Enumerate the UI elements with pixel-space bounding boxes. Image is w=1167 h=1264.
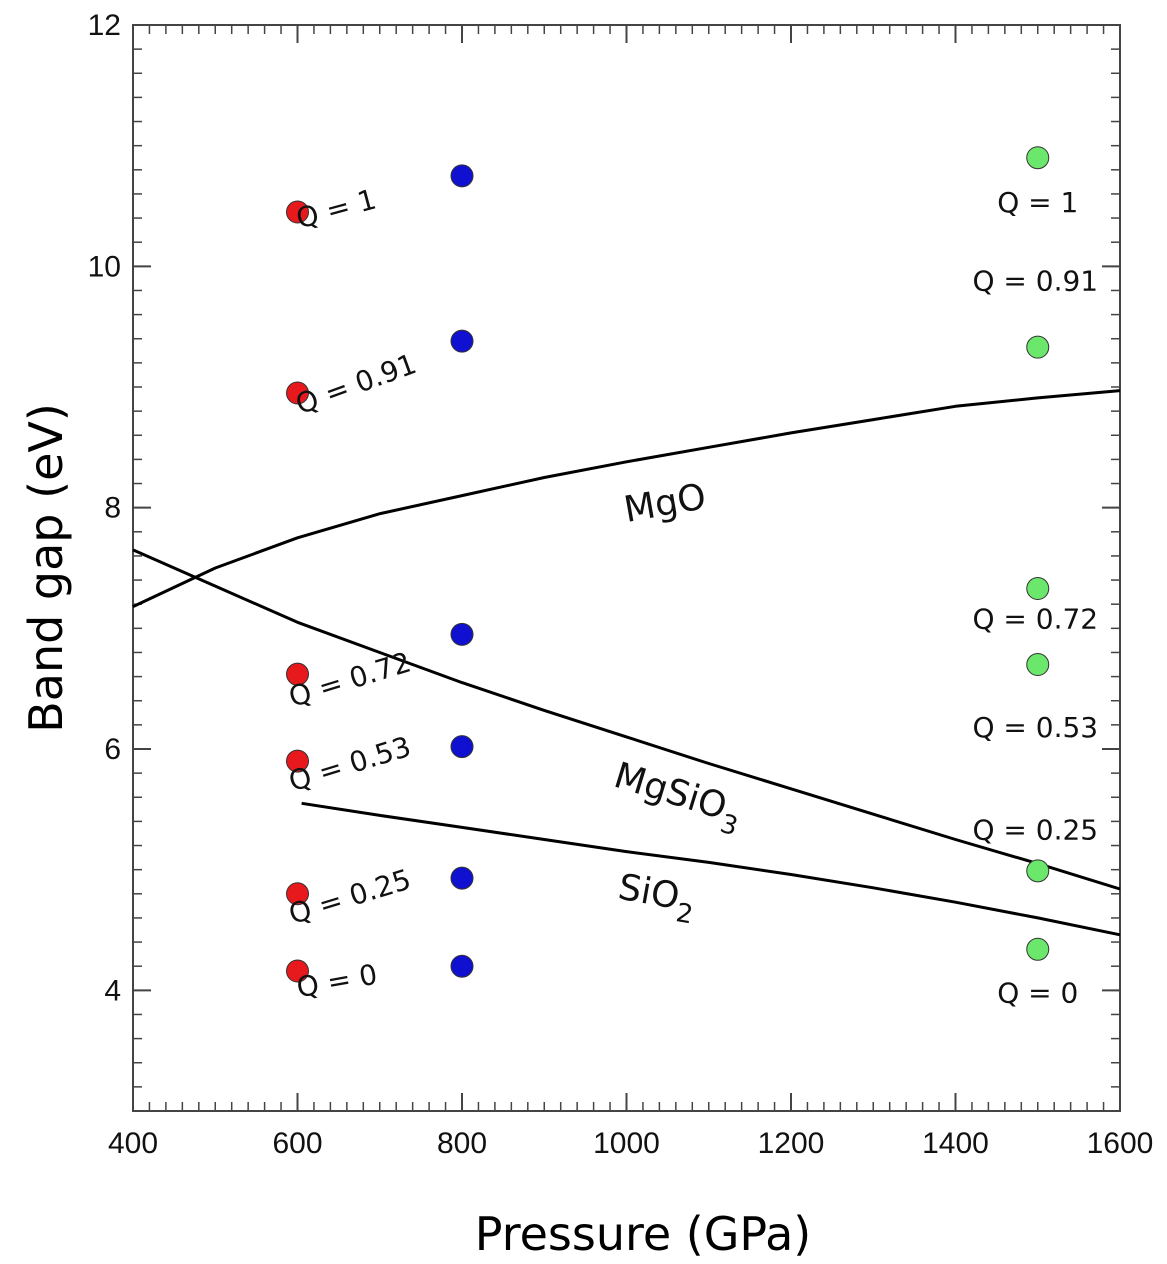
x-tick-label: 1400 — [922, 1127, 989, 1160]
data-point — [450, 622, 474, 646]
data-point — [286, 381, 309, 405]
q-annotation: Q = 0.53 — [972, 711, 1098, 744]
q-annotations: Q = 1 Q = 0.91 Q = 0.72 Q = 0.53 Q = 0.25 Q =… — [285, 182, 1098, 1009]
q-annotation: Q = 1 — [997, 186, 1078, 219]
minor-ticks — [132, 24, 1121, 1112]
q-annotation: Q = 0.91 — [291, 347, 420, 421]
y-tick-label: 8 — [104, 492, 121, 525]
data-points — [286, 146, 1050, 983]
major-ticks — [132, 24, 1121, 1111]
x-tick-labels: 400 600 800 1000 1200 1400 1600 — [108, 1127, 1153, 1160]
curve-label-sio2: SiO2 — [613, 867, 698, 931]
y-tick-label: 10 — [88, 250, 121, 283]
q-annotation: Q = 0.91 — [972, 265, 1098, 298]
y-tick-label: 12 — [88, 9, 121, 42]
y-axis-title: Band gap (eV) — [19, 403, 73, 733]
curve-mgo — [132, 389, 1121, 608]
data-point — [286, 959, 309, 983]
data-point — [450, 164, 474, 188]
q-annotation: Q = 0 — [997, 976, 1078, 1009]
q-annotation: Q = 1 — [293, 182, 380, 235]
q-annotation: Q = 0.72 — [285, 645, 415, 713]
x-axis-title: Pressure (GPa) — [475, 1207, 811, 1261]
data-point — [1026, 335, 1050, 359]
plot-frame — [132, 24, 1121, 1112]
data-point — [450, 866, 474, 890]
data-point — [1026, 937, 1050, 961]
data-point — [1026, 859, 1050, 883]
data-point — [1026, 653, 1050, 677]
data-point — [286, 749, 309, 773]
data-point — [450, 735, 474, 759]
q-annotation: Q = 0.25 — [285, 863, 415, 931]
q-annotation: Q = 0.72 — [972, 602, 1098, 635]
x-tick-label: 800 — [437, 1127, 487, 1160]
x-tick-label: 400 — [108, 1127, 158, 1160]
x-tick-label: 1600 — [1087, 1127, 1154, 1160]
q-annotation: Q = 0.25 — [972, 814, 1098, 847]
x-tick-label: 600 — [272, 1127, 322, 1160]
curve-mgsio3 — [132, 548, 1121, 891]
data-point — [286, 200, 309, 224]
data-point — [450, 954, 474, 978]
curves — [132, 389, 1121, 937]
curve-sio2 — [301, 801, 1121, 937]
y-tick-label: 4 — [104, 974, 121, 1007]
curve-label-mgo: MgO — [621, 476, 709, 531]
data-point — [286, 882, 309, 906]
data-point — [1026, 146, 1050, 170]
data-point — [450, 329, 474, 353]
x-tick-label: 1000 — [593, 1127, 660, 1160]
data-point — [286, 662, 309, 686]
q-annotation: Q = 0.53 — [285, 730, 415, 798]
x-tick-label: 1200 — [758, 1127, 825, 1160]
y-tick-label: 6 — [104, 733, 121, 766]
data-point — [1026, 577, 1050, 601]
y-tick-labels: 4 6 8 10 12 — [88, 9, 121, 1007]
